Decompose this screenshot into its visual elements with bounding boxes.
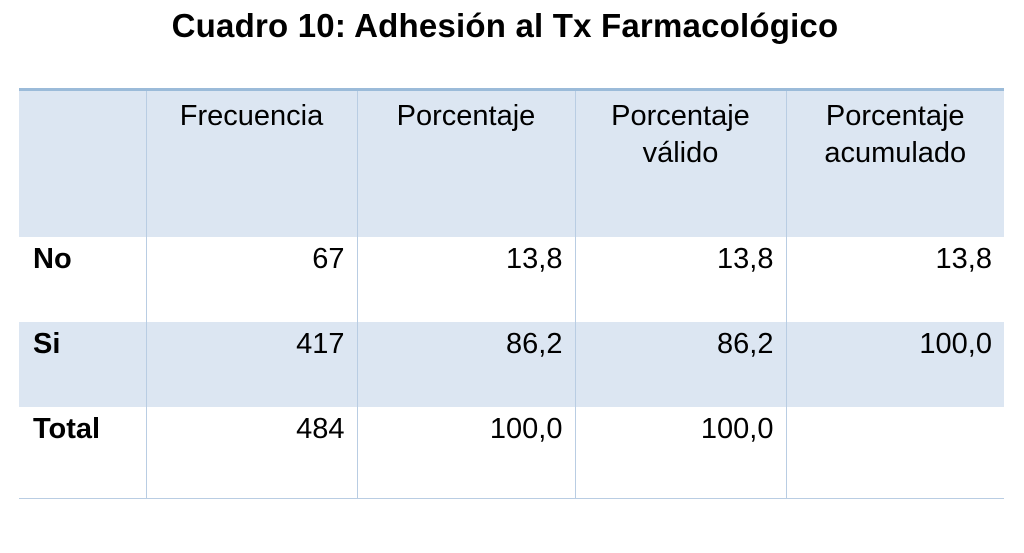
cell-frecuencia: 417 <box>145 321 357 407</box>
cell-porcentaje-acumulado: 100,0 <box>785 321 1004 407</box>
frequency-table: Frecuencia Porcentaje Porcentaje válido … <box>19 88 1004 499</box>
header-frecuencia-line-1: Frecuencia <box>179 100 324 132</box>
header-porcentaje-acumulado: Porcentaje acumulado <box>785 89 1004 237</box>
row-label: No <box>33 242 72 275</box>
cell-porcentaje: 13,8 <box>356 236 575 322</box>
header-porcentaje-line-1: Porcentaje <box>396 100 536 132</box>
header-frecuencia: Frecuencia <box>145 89 357 237</box>
cell-frecuencia: 484 <box>145 406 357 499</box>
cell-porcentaje-acumulado <box>785 406 1004 499</box>
header-empty-cell <box>19 90 146 237</box>
table-row-no: No 67 13,8 13,8 13,8 <box>19 236 1004 322</box>
table-row-total: Total 484 100,0 100,0 <box>19 406 1004 499</box>
cell-porcentaje: 100,0 <box>356 406 575 499</box>
header-porcentaje-valido: Porcentaje válido <box>574 89 786 237</box>
cell-porcentaje-valido: 13,8 <box>574 236 786 322</box>
table-body: No 67 13,8 13,8 13,8 Si 417 86,2 86,2 10… <box>19 236 1004 499</box>
header-porcentaje: Porcentaje <box>356 89 575 237</box>
cell-porcentaje-acumulado: 13,8 <box>785 236 1004 322</box>
header-porcentaje-valido-line-2: válido <box>642 137 719 169</box>
row-label: Total <box>33 412 101 445</box>
row-label: Si <box>33 327 61 360</box>
cell-frecuencia: 67 <box>145 236 357 322</box>
header-porcentaje-acumulado-line-2: acumulado <box>824 137 967 169</box>
cell-porcentaje-valido: 100,0 <box>574 406 786 499</box>
table-header: Frecuencia Porcentaje Porcentaje válido … <box>19 89 1004 237</box>
cell-porcentaje: 86,2 <box>356 321 575 407</box>
header-porcentaje-acumulado-line-1: Porcentaje <box>825 100 965 132</box>
table-row-si: Si 417 86,2 86,2 100,0 <box>19 321 1004 407</box>
table-title: Cuadro 10: Adhesión al Tx Farmacológico <box>171 7 839 44</box>
cell-porcentaje-valido: 86,2 <box>574 321 786 407</box>
header-row: Frecuencia Porcentaje Porcentaje válido … <box>19 89 1004 237</box>
frequency-table-container: Frecuencia Porcentaje Porcentaje válido … <box>19 88 1004 499</box>
header-porcentaje-valido-line-1: Porcentaje <box>611 100 750 132</box>
